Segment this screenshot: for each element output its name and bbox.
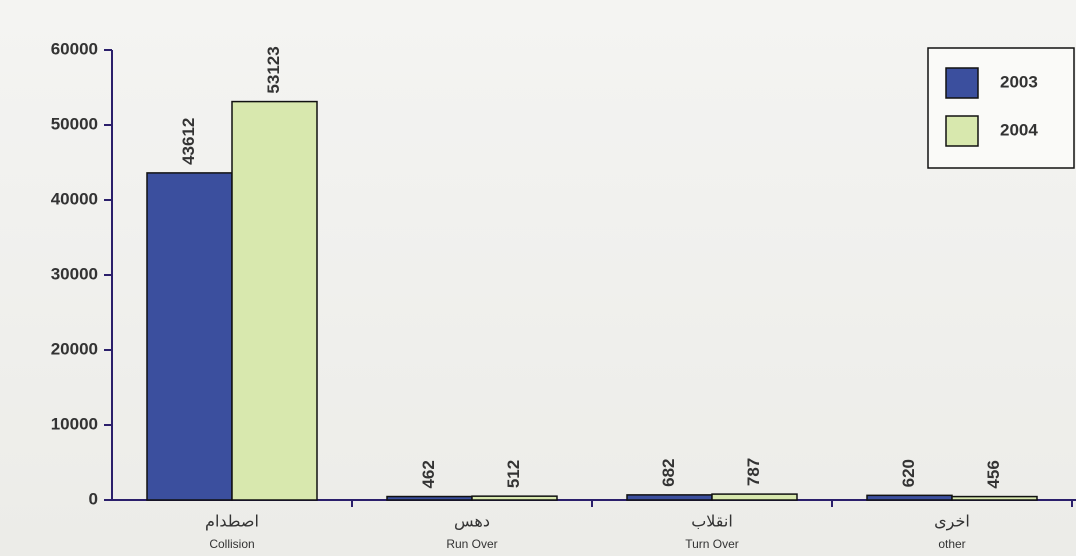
value-label: 512 — [504, 460, 523, 488]
value-label: 43612 — [179, 118, 198, 165]
y-tick-label: 50000 — [51, 114, 98, 133]
value-label: 462 — [419, 460, 438, 488]
bar — [231, 100, 318, 501]
value-label: 456 — [984, 460, 1003, 488]
legend-swatch — [945, 67, 979, 99]
x-tick-label: Run Over — [446, 537, 497, 551]
bar — [386, 495, 473, 501]
legend-label: 2004 — [1000, 120, 1038, 139]
x-tick-label: اخرى — [934, 512, 970, 532]
x-tick-label: اصطدام — [205, 512, 259, 531]
y-tick-label: 0 — [89, 489, 98, 508]
bar — [471, 495, 558, 501]
x-tick-label: Collision — [209, 537, 254, 551]
x-tick-label: other — [938, 537, 965, 551]
value-label: 53123 — [264, 46, 283, 93]
x-tick-label: Turn Over — [685, 537, 739, 551]
y-tick-label: 30000 — [51, 264, 98, 283]
value-label: 787 — [744, 458, 763, 486]
bar — [626, 494, 713, 501]
legend-box — [927, 47, 1075, 169]
value-label: 620 — [899, 459, 918, 487]
bar — [711, 493, 798, 501]
legend-label: 2003 — [1000, 72, 1038, 91]
y-tick-label: 60000 — [51, 39, 98, 58]
x-tick-label: انقلاب — [691, 512, 733, 531]
bar — [146, 172, 233, 501]
value-label: 682 — [659, 459, 678, 487]
bar — [866, 494, 953, 501]
y-tick-label: 10000 — [51, 414, 98, 433]
legend-swatch — [945, 115, 979, 147]
y-tick-label: 40000 — [51, 189, 98, 208]
x-tick-label: دهس — [454, 512, 490, 532]
bar — [951, 495, 1038, 501]
y-tick-label: 20000 — [51, 339, 98, 358]
